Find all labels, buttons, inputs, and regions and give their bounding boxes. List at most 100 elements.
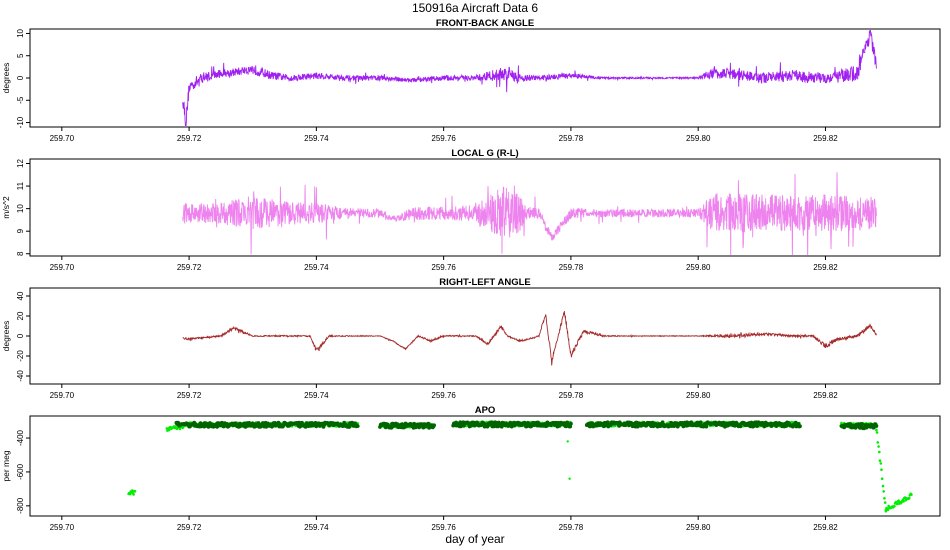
data-point: [878, 450, 881, 454]
data-point: [883, 501, 887, 504]
data-point: [848, 422, 853, 427]
y-axis-title: degrees: [1, 63, 11, 94]
data-point: [133, 490, 137, 493]
panel-title: LOCAL G (R-L): [451, 148, 518, 159]
x-tick-label: 259.74: [304, 523, 329, 532]
y-tick-label: 10: [16, 204, 25, 213]
y-tick-label: -10: [16, 116, 25, 128]
data-point: [793, 420, 798, 425]
data-point: [902, 500, 905, 503]
x-tick-label: 259.76: [431, 134, 456, 143]
y-tick-label: 0: [16, 75, 25, 80]
panel-2: RIGHT-LEFT ANGLE degrees 259.70 259.72 259.7…: [1, 277, 941, 400]
data-point: [167, 428, 171, 432]
panel-title: APO: [475, 405, 496, 416]
data-point: [840, 421, 843, 425]
y-axis-title: degrees: [1, 321, 11, 352]
y-tick-label: -5: [16, 96, 25, 104]
x-tick-label: 259.78: [559, 523, 584, 532]
y-tick-label: -40: [16, 370, 25, 382]
data-point: [875, 431, 879, 434]
x-tick-label: 259.78: [559, 134, 584, 143]
x-tick-label: 259.82: [813, 263, 838, 272]
plot-area: [182, 30, 877, 126]
x-tick-label: 259.72: [177, 263, 202, 272]
data-point: [882, 490, 885, 493]
x-tick-label: 259.70: [50, 391, 75, 400]
plot-area: [182, 172, 877, 255]
x-tick-label: 259.80: [686, 523, 711, 532]
data-point: [876, 441, 880, 444]
panel-0: FRONT-BACK ANGLE degrees 259.70 259.72 259.7…: [1, 18, 941, 143]
y-tick-label: 11: [16, 181, 25, 190]
data-point: [879, 462, 883, 465]
panels: FRONT-BACK ANGLE degrees 259.70 259.72 259.7…: [1, 18, 941, 532]
x-tick-label: 259.82: [813, 523, 838, 532]
y-tick-label: 12: [16, 159, 25, 168]
data-point: [355, 424, 360, 428]
y-tick-label: 5: [16, 53, 25, 58]
data-point: [886, 508, 890, 512]
x-axis-label: day of year: [445, 532, 504, 546]
x-tick-label: 259.74: [304, 391, 329, 400]
data-point: [432, 423, 436, 428]
x-tick-label: 259.78: [559, 263, 584, 272]
data-point: [907, 496, 911, 500]
y-tick-label: 20: [16, 311, 25, 320]
figure-title: 150916a Aircraft Data 6: [412, 1, 538, 15]
x-tick-label: 259.70: [50, 523, 75, 532]
x-tick-label: 259.74: [304, 134, 329, 143]
panel-1: LOCAL G (R-L) m/s^2 259.70 259.72 259.74 259.…: [1, 148, 941, 272]
x-tick-label: 259.78: [559, 391, 584, 400]
data-point: [383, 425, 388, 430]
y-tick-label: -600: [16, 463, 25, 480]
x-tick-label: 259.72: [177, 134, 202, 143]
series-line-0: [182, 311, 877, 366]
x-tick-label: 259.70: [50, 263, 75, 272]
x-tick-label: 259.76: [431, 523, 456, 532]
y-tick-label: -400: [16, 429, 25, 446]
x-tick-label: 259.72: [177, 523, 202, 532]
data-point: [132, 493, 135, 496]
data-point: [883, 497, 886, 500]
y-tick-label: 40: [16, 291, 25, 300]
series-line-0: [182, 172, 877, 255]
x-tick-label: 259.80: [686, 134, 711, 143]
data-point: [877, 445, 880, 448]
x-tick-label: 259.76: [431, 391, 456, 400]
panel-title: RIGHT-LEFT ANGLE: [439, 277, 530, 288]
data-point: [482, 421, 486, 425]
data-point: [893, 504, 896, 508]
y-tick-label: 10: [16, 28, 25, 37]
y-tick-label: 0: [16, 333, 25, 338]
series-points-0: [127, 420, 913, 513]
series-line-0: [182, 30, 877, 126]
plot-area: [127, 420, 913, 513]
data-point: [605, 420, 610, 425]
y-axis-title: m/s^2: [1, 196, 11, 219]
x-tick-label: 259.70: [50, 134, 75, 143]
data-point: [569, 421, 573, 426]
data-point: [256, 421, 261, 425]
x-tick-label: 259.80: [686, 263, 711, 272]
x-tick-label: 259.72: [177, 391, 202, 400]
data-point: [669, 420, 674, 425]
series-points-1: [174, 420, 879, 431]
data-point: [881, 484, 885, 488]
data-point: [874, 424, 879, 428]
data-point: [875, 428, 878, 432]
plot-area: [182, 311, 877, 366]
x-tick-label: 259.82: [813, 134, 838, 143]
y-axis-title: per meg: [1, 450, 11, 481]
x-tick-label: 259.76: [431, 263, 456, 272]
y-tick-label: 9: [16, 228, 25, 233]
data-point: [698, 420, 703, 425]
data-point: [128, 492, 132, 496]
y-tick-label: -20: [16, 350, 25, 362]
data-point: [895, 502, 899, 506]
data-point: [499, 424, 504, 429]
data-point: [566, 440, 569, 443]
data-point: [130, 489, 134, 492]
plot-frame: [29, 415, 941, 517]
